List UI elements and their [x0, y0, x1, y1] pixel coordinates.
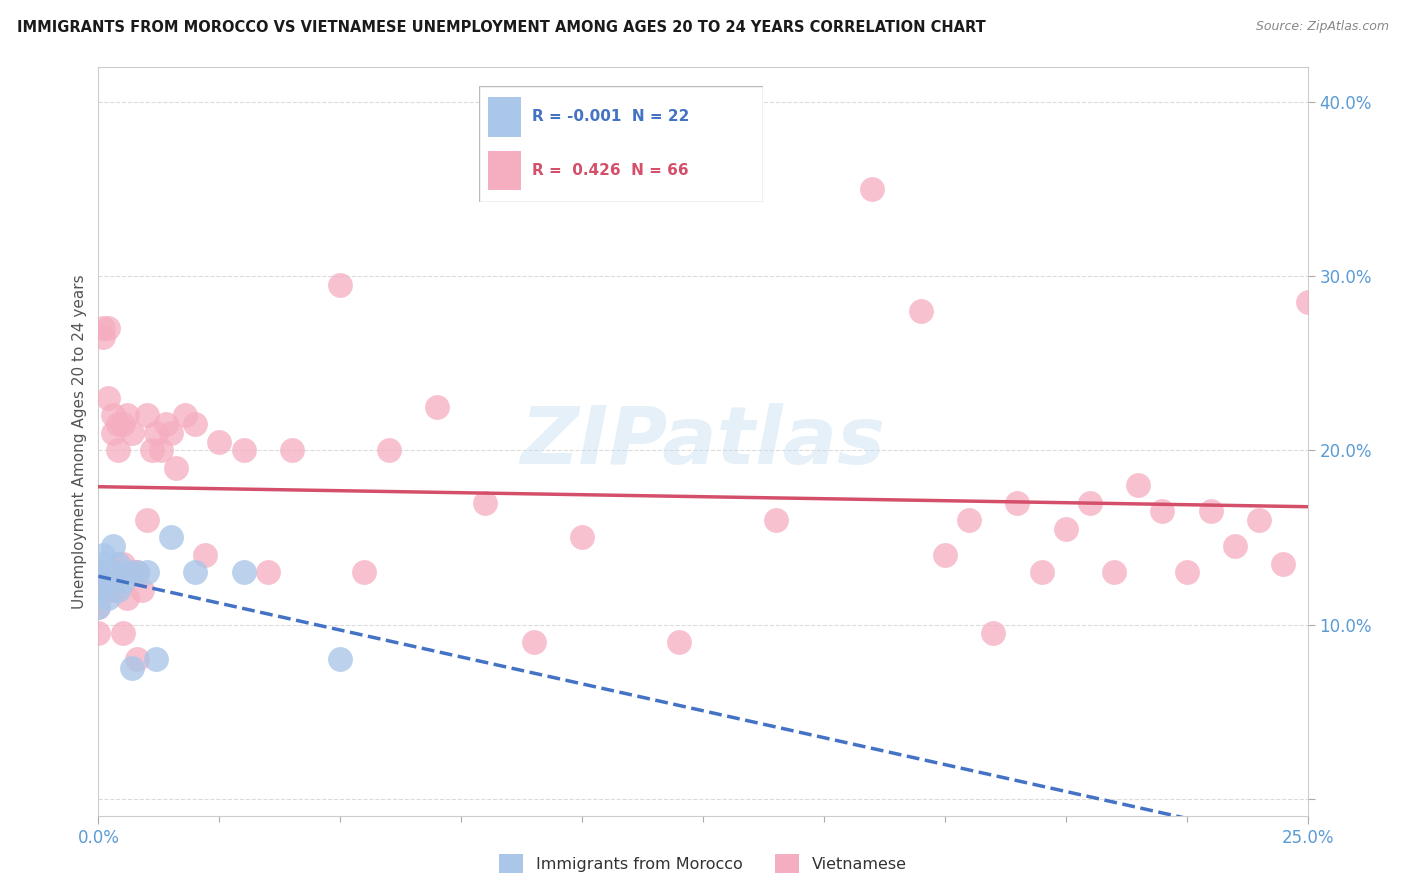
Point	[87, 600, 110, 615]
Point	[145, 425, 167, 440]
Point	[91, 321, 114, 335]
Point	[127, 566, 149, 580]
Point	[1296, 295, 1319, 310]
Point	[1199, 504, 1222, 518]
Point	[107, 557, 129, 571]
Point	[111, 574, 134, 588]
Text: Source: ZipAtlas.com: Source: ZipAtlas.com	[1256, 20, 1389, 33]
Point	[121, 661, 143, 675]
Point	[135, 566, 157, 580]
Point	[571, 530, 593, 544]
Point	[981, 626, 1004, 640]
Point	[281, 443, 304, 458]
Point	[101, 409, 124, 423]
Text: ZIPatlas: ZIPatlas	[520, 402, 886, 481]
Point	[101, 582, 124, 597]
Point	[860, 182, 883, 196]
Point	[135, 513, 157, 527]
Point	[1272, 557, 1295, 571]
Point	[111, 626, 134, 640]
Point	[1031, 566, 1053, 580]
Point	[256, 566, 278, 580]
Point	[135, 409, 157, 423]
Point	[910, 303, 932, 318]
Point	[131, 582, 153, 597]
Point	[117, 409, 139, 423]
Point	[184, 566, 207, 580]
Point	[523, 635, 546, 649]
Point	[150, 443, 173, 458]
Point	[107, 582, 129, 597]
Point	[208, 434, 231, 449]
Point	[87, 582, 110, 597]
Point	[121, 425, 143, 440]
Point	[1249, 513, 1271, 527]
Y-axis label: Unemployment Among Ages 20 to 24 years: Unemployment Among Ages 20 to 24 years	[72, 274, 87, 609]
Point	[165, 460, 187, 475]
Point	[87, 566, 110, 580]
Point	[160, 530, 183, 544]
Point	[934, 548, 956, 562]
Point	[111, 417, 134, 431]
Point	[668, 635, 690, 649]
Point	[1054, 522, 1077, 536]
Point	[194, 548, 217, 562]
Point	[1152, 504, 1174, 518]
Point	[97, 566, 120, 580]
Point	[91, 557, 114, 571]
Point	[957, 513, 980, 527]
Point	[101, 566, 124, 580]
Point	[329, 277, 352, 292]
Point	[127, 566, 149, 580]
Point	[329, 652, 352, 666]
Point	[353, 566, 375, 580]
Point	[97, 391, 120, 405]
Point	[87, 600, 110, 615]
Point	[1223, 539, 1246, 553]
Point	[765, 513, 787, 527]
Point	[1102, 566, 1125, 580]
Point	[87, 582, 110, 597]
Point	[1007, 495, 1029, 509]
Point	[145, 652, 167, 666]
Point	[107, 443, 129, 458]
Point	[101, 425, 124, 440]
Point	[91, 330, 114, 344]
Point	[155, 417, 177, 431]
Legend: Immigrants from Morocco, Vietnamese: Immigrants from Morocco, Vietnamese	[494, 847, 912, 880]
Point	[101, 539, 124, 553]
Point	[97, 582, 120, 597]
Point	[174, 409, 197, 423]
Point	[160, 425, 183, 440]
Point	[377, 443, 399, 458]
Point	[91, 548, 114, 562]
Point	[121, 566, 143, 580]
Point	[97, 591, 120, 606]
Point	[232, 443, 254, 458]
Point	[474, 495, 496, 509]
Point	[117, 566, 139, 580]
Point	[1128, 478, 1150, 492]
Point	[1078, 495, 1101, 509]
Point	[97, 574, 120, 588]
Text: IMMIGRANTS FROM MOROCCO VS VIETNAMESE UNEMPLOYMENT AMONG AGES 20 TO 24 YEARS COR: IMMIGRANTS FROM MOROCCO VS VIETNAMESE UN…	[17, 20, 986, 35]
Point	[107, 417, 129, 431]
Point	[232, 566, 254, 580]
Point	[141, 443, 163, 458]
Point	[184, 417, 207, 431]
Point	[127, 652, 149, 666]
Point	[97, 321, 120, 335]
Point	[117, 591, 139, 606]
Point	[426, 400, 449, 414]
Point	[111, 557, 134, 571]
Point	[1175, 566, 1198, 580]
Point	[87, 626, 110, 640]
Point	[87, 566, 110, 580]
